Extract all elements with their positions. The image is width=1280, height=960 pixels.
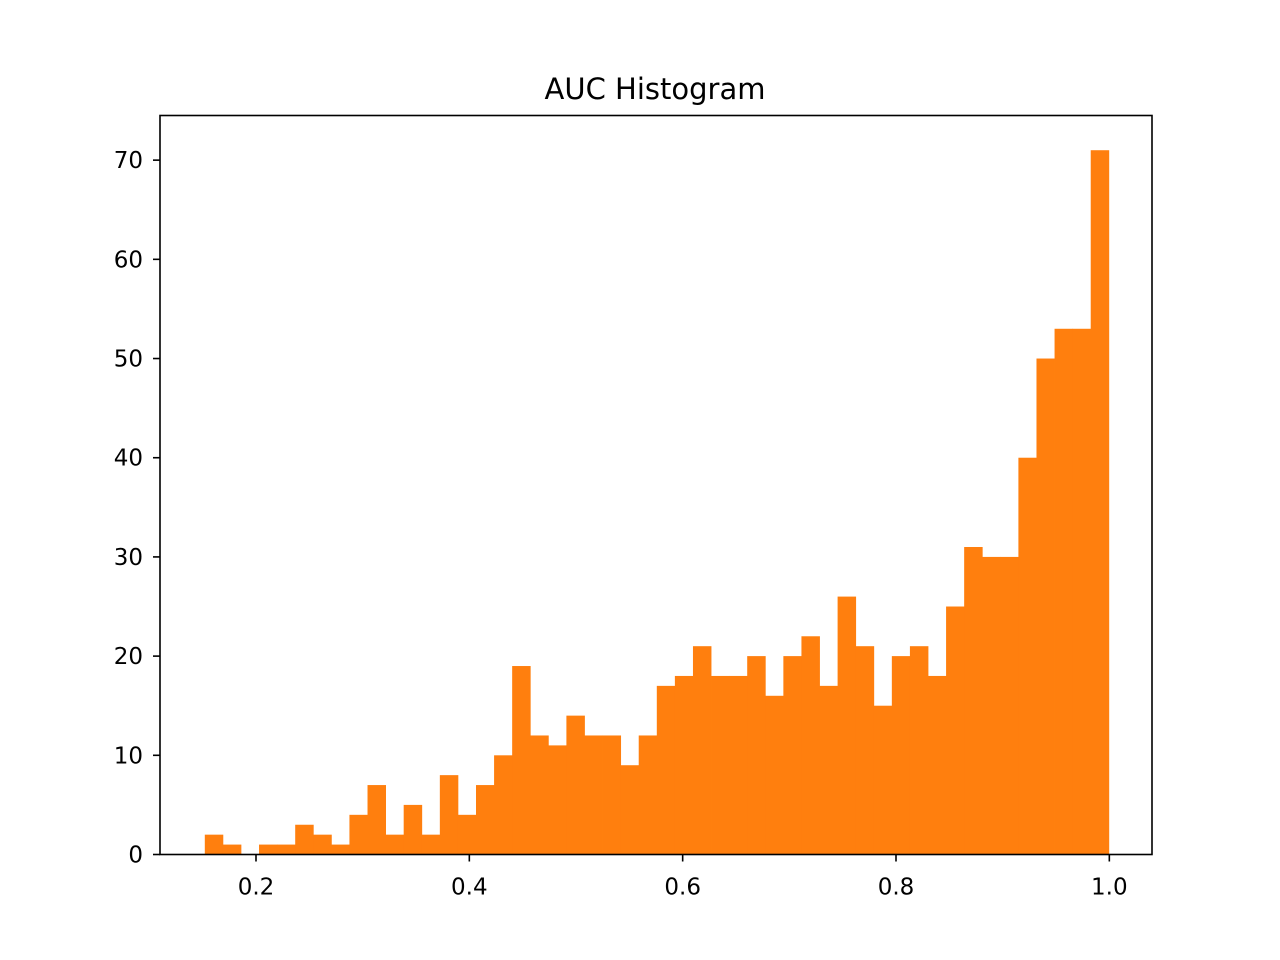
histogram-bar bbox=[873, 705, 893, 855]
y-tick-label: 70 bbox=[114, 148, 143, 174]
histogram-bars bbox=[204, 150, 1110, 855]
x-tick-label: 0.4 bbox=[451, 875, 488, 901]
y-tick-label: 40 bbox=[114, 446, 143, 472]
x-tick-label: 1.0 bbox=[1091, 875, 1128, 901]
histogram-bar bbox=[548, 745, 567, 855]
histogram-bar bbox=[403, 804, 423, 855]
histogram-bar bbox=[946, 606, 965, 855]
histogram-bar bbox=[530, 735, 549, 855]
histogram-bar bbox=[457, 814, 477, 855]
histogram-bar bbox=[439, 775, 459, 855]
y-tick-label: 30 bbox=[114, 545, 143, 571]
histogram-bar bbox=[349, 814, 368, 855]
histogram-bar bbox=[855, 646, 875, 855]
histogram-bar bbox=[295, 824, 314, 855]
y-tick-label: 60 bbox=[114, 247, 143, 273]
histogram-bar bbox=[982, 556, 1001, 855]
histogram-bar bbox=[1072, 328, 1092, 855]
histogram-bar bbox=[747, 656, 766, 855]
y-tick-label: 0 bbox=[128, 843, 143, 869]
x-tick-label: 0.8 bbox=[878, 875, 915, 901]
histogram-bar bbox=[765, 695, 784, 855]
histogram-bar bbox=[1054, 328, 1074, 855]
y-tick-label: 50 bbox=[114, 347, 143, 373]
chart-title: AUC Histogram bbox=[545, 72, 766, 106]
histogram-bar bbox=[1018, 457, 1037, 855]
histogram-bar bbox=[692, 646, 712, 855]
histogram-bar bbox=[674, 675, 694, 855]
histogram-bar bbox=[476, 785, 495, 855]
histogram-bar bbox=[421, 834, 441, 855]
histogram-bar bbox=[204, 834, 224, 855]
histogram-bar bbox=[620, 765, 640, 855]
histogram-bar bbox=[512, 666, 531, 855]
y-axis-ticks: 0 10 20 30 40 50 60 70 bbox=[114, 148, 160, 869]
histogram-bar bbox=[928, 675, 947, 855]
histogram-bar bbox=[1000, 556, 1019, 855]
histogram-bar bbox=[801, 636, 820, 855]
histogram-bar bbox=[331, 844, 350, 855]
histogram-bar bbox=[566, 715, 585, 855]
x-tick-label: 0.2 bbox=[238, 875, 275, 901]
histogram-bar bbox=[222, 844, 242, 855]
histogram-bar bbox=[656, 685, 676, 855]
histogram-bar bbox=[277, 844, 296, 855]
histogram-bar bbox=[1090, 150, 1110, 855]
histogram-bar bbox=[602, 735, 622, 855]
histogram-bar bbox=[1036, 358, 1055, 855]
histogram-bar bbox=[584, 735, 603, 855]
histogram-bar bbox=[909, 646, 929, 855]
histogram-bar bbox=[819, 685, 838, 855]
histogram-bar bbox=[891, 656, 911, 855]
histogram-bar bbox=[638, 735, 658, 855]
x-tick-label: 0.6 bbox=[664, 875, 701, 901]
histogram-bar bbox=[367, 785, 386, 855]
histogram-bar bbox=[783, 656, 802, 855]
histogram-bar bbox=[313, 834, 332, 855]
histogram-bar bbox=[729, 675, 748, 855]
histogram-bar bbox=[837, 596, 857, 855]
x-axis-ticks: 0.2 0.4 0.6 0.8 1.0 bbox=[238, 854, 1128, 901]
histogram-bar bbox=[259, 844, 278, 855]
y-tick-label: 20 bbox=[114, 644, 143, 670]
histogram-bar bbox=[494, 755, 513, 855]
y-tick-label: 10 bbox=[114, 743, 143, 769]
histogram-bar bbox=[385, 834, 405, 855]
histogram-bar bbox=[964, 547, 983, 855]
histogram-bar bbox=[711, 675, 730, 855]
plot-frame bbox=[159, 114, 1153, 856]
